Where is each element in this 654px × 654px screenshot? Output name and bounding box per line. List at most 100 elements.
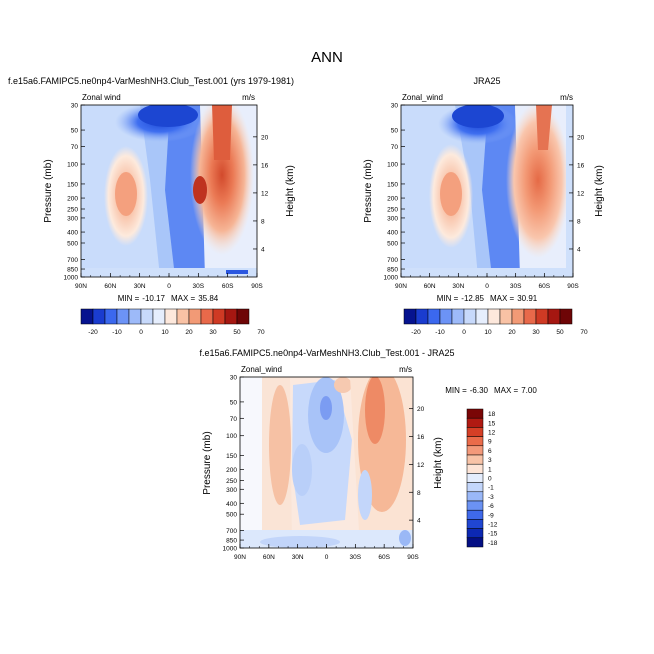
colorbar-box xyxy=(236,308,250,325)
colorbar-label: 0 xyxy=(462,329,466,336)
y-tick-label: 700 xyxy=(387,257,398,264)
colorbar-label: 10 xyxy=(161,329,169,336)
x-tick-label: 60N xyxy=(424,283,436,290)
y-tick-label: 400 xyxy=(226,501,237,508)
colorbar-box xyxy=(164,308,178,325)
y-tick-label: 150 xyxy=(387,181,398,188)
y-tick-label: 30 xyxy=(230,375,238,382)
y-tick-label: 70 xyxy=(391,144,399,151)
x-tick-label: 90N xyxy=(75,283,87,290)
y-tick-label: 500 xyxy=(387,241,398,248)
y-tick-label: 850 xyxy=(67,267,78,274)
colorbar-box xyxy=(466,509,484,520)
colorbar-label: -6 xyxy=(488,503,494,510)
colorbar-label: -9 xyxy=(488,512,494,519)
panel-diff-stats: MIN = -6.30 MAX = 7.00 xyxy=(445,386,537,395)
colorbar-label: 50 xyxy=(233,329,241,336)
colorbar-label: 70 xyxy=(580,329,588,336)
colorbar-label: 9 xyxy=(488,439,492,446)
y-tick-label: 250 xyxy=(67,207,78,214)
panel-diff-field xyxy=(240,377,413,548)
colorbar-box xyxy=(200,308,214,325)
y-tick-label: 50 xyxy=(391,128,399,135)
panel-model-x-axis: 90N 60N 30N 0 30S 60S 90S xyxy=(75,273,263,290)
y-tick-label: 50 xyxy=(230,399,238,406)
x-tick-label: 90N xyxy=(234,554,246,561)
colorbar-label: 70 xyxy=(257,329,265,336)
colorbar-box xyxy=(224,308,238,325)
panel-obs-x-axis: 90N 60N 30N 0 30S 60S 90S xyxy=(395,273,579,290)
panel-obs-y-axis-right: 4 8 12 16 20 xyxy=(569,134,585,253)
x-tick-label: 30S xyxy=(350,554,362,561)
y-tick-label: 100 xyxy=(67,162,78,169)
colorbar-label: -1 xyxy=(488,485,494,492)
colorbar-label: -15 xyxy=(488,531,498,538)
colorbar-box xyxy=(466,491,484,502)
x-tick-label: 0 xyxy=(167,283,171,290)
panel-obs: JRA25 Zonal_wind m/s 3050701001502002503… xyxy=(363,76,605,336)
colorbar-box xyxy=(140,308,154,325)
y-tick-label: 700 xyxy=(226,528,237,535)
colorbar-box xyxy=(466,436,484,447)
x-tick-label: 30N xyxy=(292,554,304,561)
y-right-tick-label: 20 xyxy=(577,134,585,141)
colorbar-box xyxy=(104,308,118,325)
y-right-tick-label: 4 xyxy=(261,246,265,253)
x-tick-label: 60S xyxy=(222,283,234,290)
colorbar-box xyxy=(466,519,484,529)
panel-model-ylabel: Pressure (mb) xyxy=(43,159,54,222)
y-right-tick-label: 16 xyxy=(577,162,585,169)
colorbar-box xyxy=(466,427,484,437)
y-tick-label: 30 xyxy=(71,103,79,110)
colorbar-label: -10 xyxy=(112,329,122,336)
colorbar-box xyxy=(451,308,465,325)
y-right-tick-label: 8 xyxy=(417,490,421,497)
colorbar-label: 10 xyxy=(484,329,492,336)
colorbar-box xyxy=(559,308,573,325)
colorbar-box xyxy=(92,308,106,325)
colorbar-label: 30 xyxy=(532,329,540,336)
colorbar-box xyxy=(523,308,537,325)
colorbar-box xyxy=(176,308,190,325)
colorbar-label: -20 xyxy=(88,329,98,336)
colorbar-label: -20 xyxy=(411,329,421,336)
y-tick-label: 300 xyxy=(226,487,237,494)
colorbar-label: -3 xyxy=(488,494,494,501)
colorbar-box xyxy=(466,463,484,474)
y-tick-label: 200 xyxy=(67,196,78,203)
y-right-tick-label: 8 xyxy=(577,218,581,225)
panel-obs-ylabel-right: Height (km) xyxy=(594,165,605,217)
y-right-tick-label: 16 xyxy=(261,162,269,169)
panel-obs-colorbar: -20 -10 0 10 20 30 50 70 xyxy=(403,308,588,336)
colorbar-box xyxy=(466,454,484,465)
colorbar-box xyxy=(466,408,484,419)
panel-diff-left-string: Zonal_wind xyxy=(241,365,282,374)
y-tick-label: 150 xyxy=(226,453,237,460)
panel-model-title: f.e15a6.FAMIPC5.ne0np4-VarMeshNH3.Club_T… xyxy=(8,76,294,86)
colorbar-box xyxy=(466,482,484,493)
colorbar-box xyxy=(128,308,142,325)
colorbar-box xyxy=(403,308,417,325)
colorbar-label: 30 xyxy=(209,329,217,336)
y-right-tick-label: 12 xyxy=(261,190,269,197)
colorbar-box xyxy=(116,308,130,325)
y-tick-label: 30 xyxy=(391,103,399,110)
panel-model-left-string: Zonal wind xyxy=(82,93,121,102)
panel-model-field xyxy=(81,105,257,277)
y-tick-label: 100 xyxy=(387,162,398,169)
colorbar-label: 0 xyxy=(139,329,143,336)
y-tick-label: 50 xyxy=(71,128,79,135)
colorbar-box xyxy=(415,308,429,325)
y-tick-label: 1000 xyxy=(223,546,238,553)
x-tick-label: 90N xyxy=(395,283,407,290)
y-right-tick-label: 4 xyxy=(417,518,421,525)
x-tick-label: 60S xyxy=(378,554,390,561)
x-tick-label: 90S xyxy=(251,283,263,290)
colorbar-label: 6 xyxy=(488,448,492,455)
colorbar-box xyxy=(427,308,441,325)
colorbar-label: 1 xyxy=(488,466,492,473)
x-tick-label: 30S xyxy=(510,283,522,290)
y-tick-label: 150 xyxy=(67,181,78,188)
